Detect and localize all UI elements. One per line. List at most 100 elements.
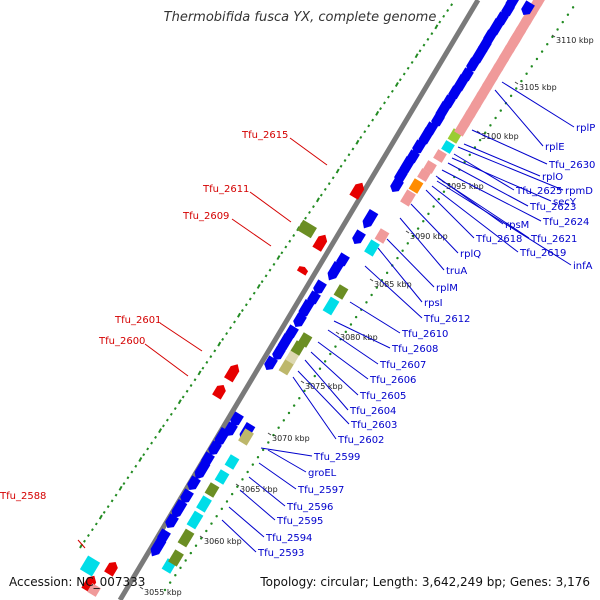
feature-block[interactable] xyxy=(364,239,380,257)
feature-block[interactable] xyxy=(400,189,416,207)
feature-block[interactable] xyxy=(333,284,349,300)
gc-dot xyxy=(292,234,296,237)
map-title: Thermobifida fusca YX, complete genome xyxy=(163,10,437,25)
gene-label-right[interactable]: truA xyxy=(446,266,467,277)
feature-block[interactable] xyxy=(441,140,455,154)
gene-label-right[interactable]: Tfu_2607 xyxy=(379,360,426,371)
gene-label-right[interactable]: Tfu_2606 xyxy=(369,375,416,386)
gene-label-right[interactable]: infA xyxy=(573,261,593,272)
gene-label-right[interactable]: Tfu_2603 xyxy=(350,420,397,431)
gene-label-left[interactable]: Tfu_2615 xyxy=(241,130,288,141)
gc-dot xyxy=(561,20,564,24)
gene-label-right[interactable]: rpsI xyxy=(424,298,443,309)
gene-label-right[interactable]: Tfu_2596 xyxy=(286,502,333,513)
gene-label-right[interactable]: Tfu_2624 xyxy=(542,217,589,228)
gene-label-right[interactable]: rplQ xyxy=(460,249,481,260)
gene-label-right[interactable]: Tfu_2593 xyxy=(257,548,304,559)
gene-label-right[interactable]: Tfu_2621 xyxy=(530,234,577,245)
feature-block[interactable] xyxy=(532,0,549,7)
gc-dot xyxy=(437,197,440,201)
gene-label-right[interactable]: Tfu_2610 xyxy=(401,329,448,340)
label-leader-line xyxy=(159,322,203,352)
gc-dot xyxy=(331,176,335,180)
feature-block[interactable] xyxy=(204,482,220,498)
feature-block[interactable] xyxy=(433,149,447,163)
feature-block[interactable] xyxy=(297,219,317,239)
gene-label-left[interactable]: Tfu_2600 xyxy=(98,336,145,347)
label-leader-line xyxy=(377,247,423,303)
gc-dot xyxy=(427,212,430,216)
gc-dot xyxy=(221,337,225,341)
gene-label-left[interactable]: Tfu_2588 xyxy=(0,491,46,502)
feature-block[interactable] xyxy=(196,495,212,513)
gc-dot xyxy=(150,441,154,445)
gene-label-right[interactable]: Tfu_2605 xyxy=(359,391,406,402)
gc-dot xyxy=(418,49,422,53)
gene-label-right[interactable]: Tfu_2594 xyxy=(265,533,312,544)
gene-label-right[interactable]: Tfu_2618 xyxy=(475,234,522,245)
gene-label-right[interactable]: rpsM xyxy=(505,220,529,231)
gene-label-right[interactable]: Tfu_2602 xyxy=(337,435,384,446)
feature-block[interactable] xyxy=(423,160,437,174)
reverse-cds-arrow[interactable] xyxy=(359,209,379,231)
gene-label-right[interactable]: rplM xyxy=(436,283,458,294)
feature-block[interactable] xyxy=(297,332,313,348)
feature-block[interactable] xyxy=(87,583,101,597)
reverse-cds-arrow[interactable] xyxy=(350,229,366,247)
feature-block[interactable] xyxy=(168,549,184,567)
gene-label-right[interactable]: Tfu_2623 xyxy=(529,202,576,213)
gene-label-right[interactable]: Tfu_2597 xyxy=(297,485,344,496)
gene-label-right[interactable]: rplP xyxy=(576,123,595,134)
forward-cds-arrow[interactable] xyxy=(224,361,242,383)
gc-dot xyxy=(264,274,268,278)
gene-label-right[interactable]: Tfu_2630 xyxy=(548,160,595,171)
gc-dot xyxy=(351,147,355,151)
gc-dot xyxy=(199,537,203,540)
gene-label-right[interactable]: Tfu_2599 xyxy=(313,452,360,463)
gene-label-left[interactable]: Tfu_2611 xyxy=(202,184,249,195)
feature-block[interactable] xyxy=(508,33,522,47)
gene-label-left[interactable]: Tfu_2601 xyxy=(114,315,161,326)
feature-track xyxy=(79,0,549,597)
label-leader-line xyxy=(304,359,349,411)
gene-label-right[interactable]: Tfu_2608 xyxy=(391,344,438,355)
label-leader-line xyxy=(447,162,529,207)
gene-label-right[interactable]: Tfu_2625 xyxy=(515,186,562,197)
gc-dot xyxy=(241,478,244,481)
gene-label-right[interactable]: rplE xyxy=(545,142,565,153)
gc-dot xyxy=(217,341,222,347)
label-leader-line xyxy=(239,489,276,521)
gene-label-right[interactable]: groEL xyxy=(308,468,337,479)
gene-label-right[interactable]: Tfu_2619 xyxy=(519,248,566,259)
feature-block[interactable] xyxy=(79,555,101,577)
gene-label-right[interactable]: Tfu_2604 xyxy=(349,406,396,417)
feature-block[interactable] xyxy=(224,454,240,470)
feature-block[interactable] xyxy=(374,228,390,244)
feature-block[interactable] xyxy=(177,528,195,548)
topology-text: Topology: circular; Length: 3,642,249 bp… xyxy=(260,575,590,589)
gc-dot xyxy=(205,360,209,364)
feature-block[interactable] xyxy=(186,510,204,530)
gene-label-left[interactable]: Tfu_2609 xyxy=(182,211,229,222)
kbp-tick-label: 3060 kbp xyxy=(204,537,242,546)
gene-label-right[interactable]: Tfu_2612 xyxy=(423,314,470,325)
gene-label-right[interactable]: Tfu_2595 xyxy=(276,516,323,527)
feature-block[interactable] xyxy=(417,168,431,182)
gc-dot xyxy=(134,464,138,468)
kbp-tick-mark xyxy=(335,331,340,335)
label-leader-line xyxy=(399,217,445,271)
kbp-tick-label: 3065 kbp xyxy=(240,485,278,494)
gene-label-right[interactable]: rplO xyxy=(542,172,563,183)
feature-block[interactable] xyxy=(408,178,424,194)
gene-label-right[interactable]: rpmD xyxy=(565,186,593,197)
gc-dot xyxy=(185,389,189,393)
feature-block[interactable] xyxy=(214,469,230,485)
feature-block[interactable] xyxy=(322,296,340,316)
forward-cds-arrow[interactable] xyxy=(104,559,120,577)
forward-cds-arrow[interactable] xyxy=(212,382,228,400)
gc-dot xyxy=(280,251,284,255)
feature-block[interactable] xyxy=(238,428,254,446)
forward-cds-arrow[interactable] xyxy=(296,264,310,276)
gene-label-right[interactable]: secY xyxy=(553,197,577,208)
